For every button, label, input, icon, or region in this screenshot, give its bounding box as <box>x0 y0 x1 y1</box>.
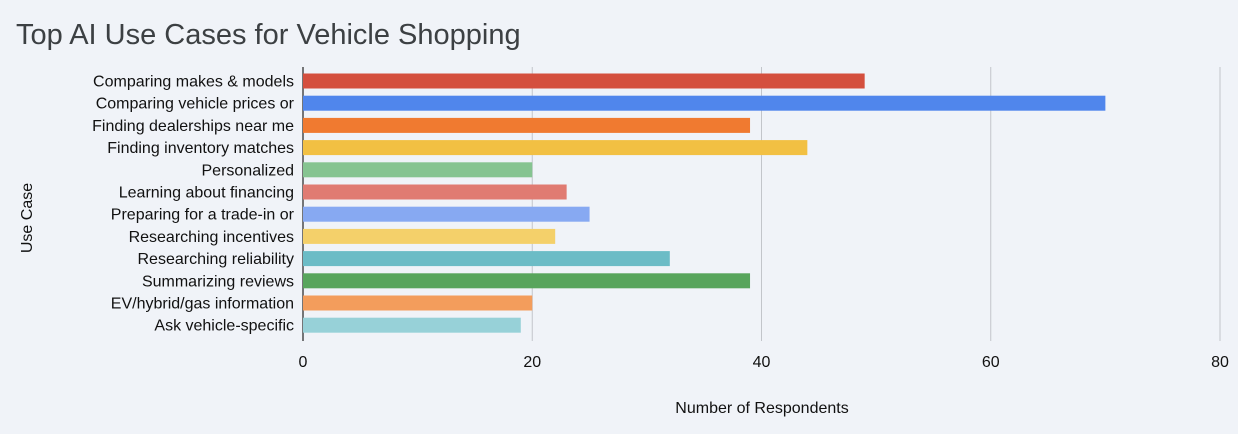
bar-3 <box>303 140 808 156</box>
x-tick-label-60: 60 <box>982 354 1000 371</box>
category-label-5: Learning about financing <box>119 185 294 202</box>
bars <box>303 73 1106 333</box>
category-label-1: Comparing vehicle prices or <box>96 96 295 113</box>
x-tick-labels: 0 20 40 60 80 <box>299 354 1229 371</box>
category-label-6: Preparing for a trade-in or <box>111 207 295 224</box>
category-label-0: Comparing makes & models <box>93 74 294 91</box>
chart-title: Top AI Use Cases for Vehicle Shopping <box>16 19 521 51</box>
gridlines <box>302 67 1221 341</box>
bar-11 <box>303 317 521 333</box>
bar-4 <box>303 162 533 178</box>
category-label-7: Researching incentives <box>129 229 294 246</box>
x-axis-title: Number of Respondents <box>675 400 848 417</box>
bar-10 <box>303 295 533 311</box>
category-label-3: Finding inventory matches <box>107 140 294 157</box>
bar-5 <box>303 184 567 200</box>
bar-0 <box>303 73 865 89</box>
category-label-2: Finding dealerships near me <box>92 118 294 135</box>
bar-6 <box>303 206 590 222</box>
category-label-4: Personalized <box>202 162 295 179</box>
bar-2 <box>303 117 751 133</box>
x-tick-label-0: 0 <box>299 354 308 371</box>
category-label-8: Researching reliability <box>137 251 294 268</box>
category-label-10: EV/hybrid/gas information <box>111 296 294 313</box>
bar-9 <box>303 273 751 289</box>
category-labels: Comparing makes & models Comparing vehicl… <box>92 74 295 335</box>
x-tick-label-40: 40 <box>753 354 771 371</box>
y-axis-title: Use Case <box>19 183 36 253</box>
bar-1 <box>303 95 1106 111</box>
category-label-9: Summarizing reviews <box>142 273 294 290</box>
bar-7 <box>303 228 556 244</box>
x-tick-label-80: 80 <box>1211 354 1229 371</box>
category-label-11: Ask vehicle-specific <box>154 318 294 335</box>
x-tick-label-20: 20 <box>523 354 541 371</box>
bar-8 <box>303 251 670 267</box>
